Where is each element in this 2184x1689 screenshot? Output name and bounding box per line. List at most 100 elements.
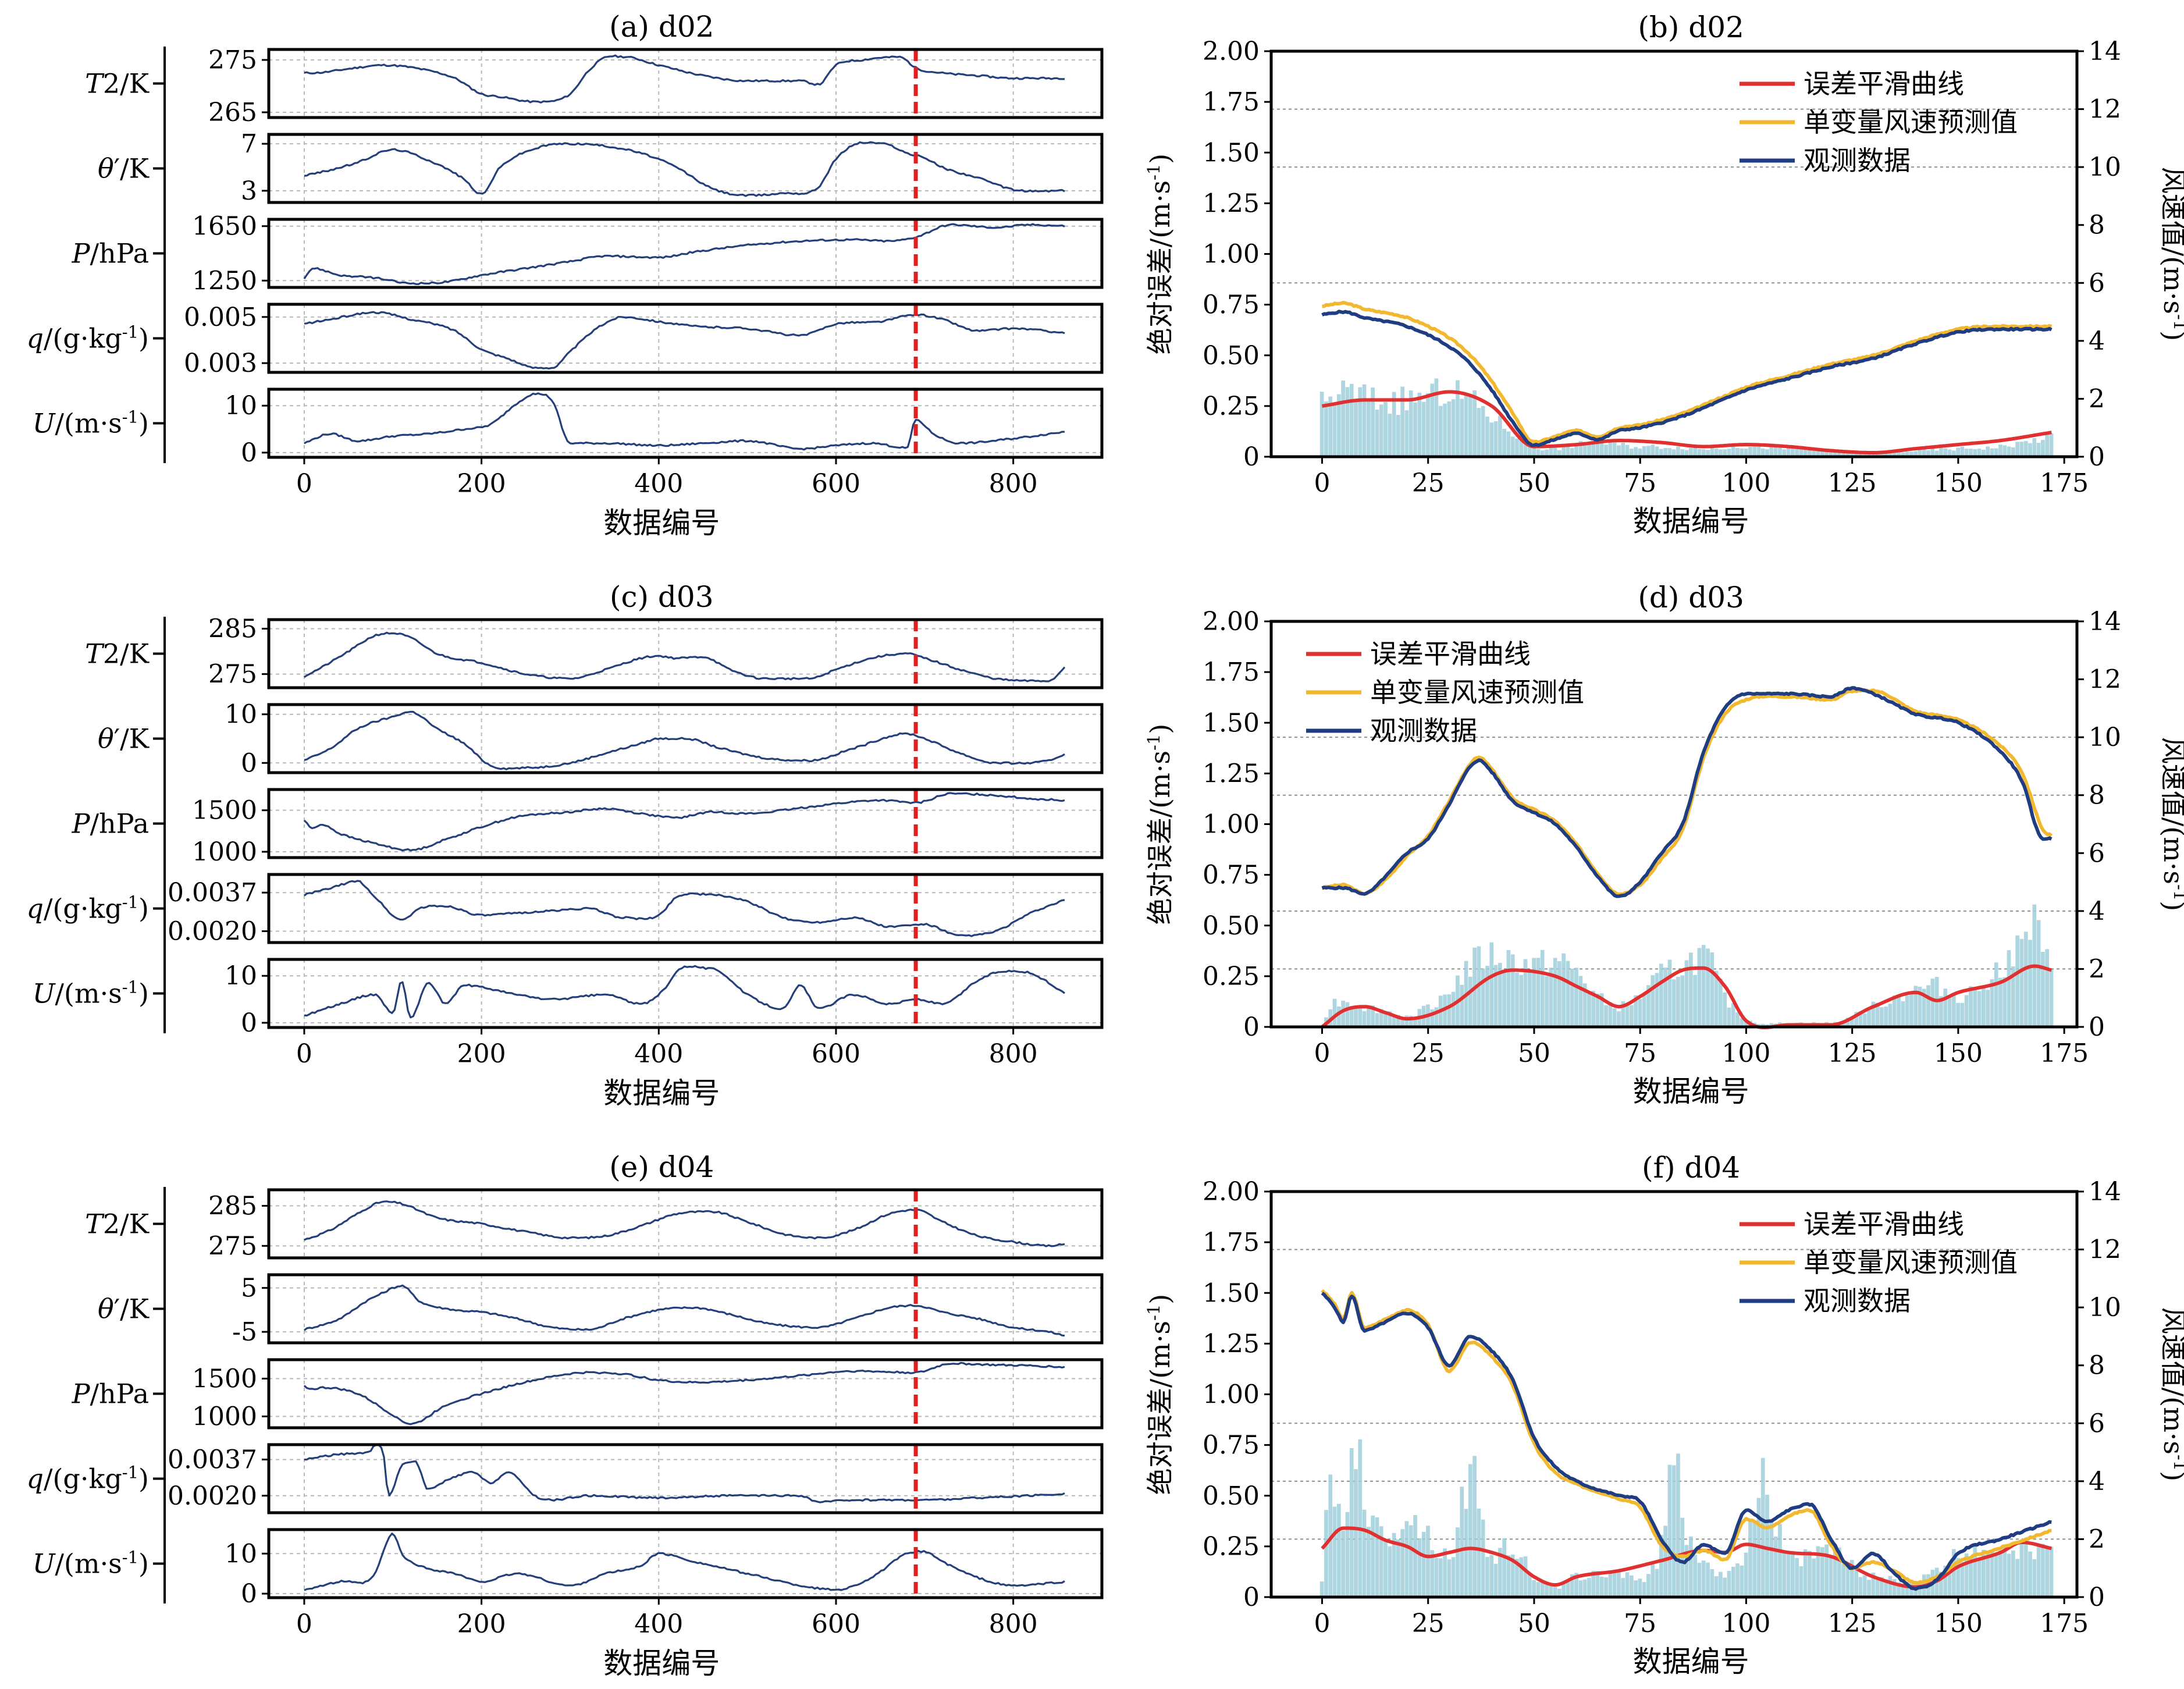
- error-bar: [1884, 1006, 1888, 1027]
- y-tick-label-left: 1.00: [1203, 1380, 1260, 1410]
- error-bar: [2028, 940, 2032, 1027]
- y-tick-label: 10: [225, 700, 257, 730]
- error-bar: [1926, 985, 1930, 1027]
- error-bar: [1735, 448, 1740, 457]
- y-tick-label-left: 1.25: [1203, 1329, 1260, 1359]
- error-bar: [1986, 1553, 1990, 1597]
- subplot-3: 0.0020 0.0037 q/(g·kg-1): [27, 873, 1104, 947]
- error-bar: [1671, 449, 1676, 457]
- error-bar: [1913, 451, 1918, 457]
- error-bar: [1591, 991, 1596, 1027]
- error-bar: [1845, 1563, 1850, 1597]
- subplot-frame: [267, 387, 1104, 459]
- error-bar: [2007, 1553, 2011, 1597]
- error-bar: [2015, 442, 2019, 457]
- error-bar: [1663, 968, 1667, 1027]
- error-bar: [1612, 1008, 1617, 1027]
- error-bar: [1689, 448, 1693, 457]
- error-bar: [1799, 1566, 1804, 1597]
- error-bar: [1888, 452, 1893, 457]
- y-tick-label-left: 0.50: [1203, 1481, 1260, 1511]
- legend-label: 单变量风速预测值: [1804, 1247, 2018, 1278]
- y-axis-label: P/hPa: [72, 238, 149, 269]
- panel-e: (e) d04275285T2/K-55θ′/K10001500P/hPa0.0…: [27, 1150, 1104, 1680]
- error-bar: [1456, 380, 1460, 457]
- y-axis-label-left: 绝对误差/(m·s-1): [1144, 154, 1176, 355]
- error-bar: [1460, 1487, 1464, 1597]
- subplot-3: 0.003 0.005 q/(g·kg-1): [27, 303, 1104, 378]
- error-bar: [1867, 452, 1871, 457]
- subplot-4: 0 10 U/(m·s-1): [33, 1528, 1104, 1609]
- subplot-frame: [267, 703, 1104, 774]
- error-bar: [1608, 1572, 1613, 1597]
- error-bar: [2049, 1546, 2054, 1597]
- error-bar: [1638, 1578, 1642, 1597]
- series-line: [304, 1443, 1065, 1503]
- error-bar: [2036, 1545, 2041, 1597]
- subplot-frame: [267, 958, 1104, 1029]
- error-bar: [1990, 1552, 1994, 1597]
- error-bar: [1413, 402, 1417, 457]
- error-bar: [2023, 1542, 2028, 1597]
- error-bar: [1638, 998, 1642, 1027]
- error-bar: [1540, 950, 1545, 1027]
- error-bar: [1472, 1456, 1477, 1597]
- error-bar: [2019, 938, 2024, 1027]
- error-bar: [1773, 446, 1778, 457]
- error-bar: [1719, 1571, 1723, 1597]
- error-bar: [1587, 992, 1591, 1027]
- x-axis-label: 数据编号: [603, 1647, 720, 1680]
- error-bar: [1689, 1536, 1693, 1597]
- error-bar: [1608, 442, 1613, 457]
- error-bar: [1485, 1556, 1489, 1597]
- error-bar: [1982, 450, 1986, 457]
- error-bar: [1752, 446, 1757, 457]
- error-bar: [1858, 1577, 1863, 1597]
- y-tick-label-left: 1.50: [1203, 138, 1260, 168]
- error-bar: [1617, 445, 1621, 457]
- error-bar: [1740, 448, 1744, 457]
- error-bar: [1523, 1556, 1528, 1597]
- x-tick-label: 25: [1412, 468, 1445, 498]
- y-tick-label-left: 2.00: [1203, 607, 1260, 637]
- error-bar: [1697, 1563, 1702, 1597]
- error-bar: [1625, 445, 1630, 457]
- error-bar: [1570, 1574, 1574, 1597]
- error-bar: [1642, 1582, 1646, 1597]
- error-bar: [1693, 975, 1697, 1027]
- error-bars: [1319, 378, 2054, 457]
- error-bar: [1969, 1556, 1973, 1597]
- error-bar: [1943, 448, 1948, 457]
- error-bar: [1489, 1555, 1494, 1597]
- y-tick-label-right: 6: [2089, 838, 2105, 868]
- error-bar: [1782, 1550, 1787, 1597]
- error-bar: [1392, 1016, 1396, 1027]
- error-bar: [1969, 986, 1973, 1027]
- error-bar: [1990, 448, 1994, 457]
- error-bar: [1973, 990, 1977, 1027]
- error-bar: [1570, 447, 1574, 457]
- subplot-frame: [267, 303, 1104, 374]
- error-bar: [1493, 421, 1498, 457]
- y-tick-label-right: 0: [2089, 442, 2105, 472]
- y-tick-label: 0.0020: [168, 917, 257, 947]
- error-bar: [1426, 1526, 1430, 1597]
- x-tick-label: 25: [1412, 1039, 1445, 1068]
- legend-label: 观测数据: [1370, 715, 1477, 746]
- error-bar: [2023, 931, 2028, 1027]
- error-bar: [1710, 447, 1715, 457]
- y-tick-label: 10: [225, 391, 257, 421]
- error-bar: [1803, 449, 1808, 457]
- error-bar: [2041, 440, 2045, 457]
- error-bar: [1892, 451, 1897, 457]
- error-bar: [1663, 1526, 1667, 1597]
- error-bar: [1388, 414, 1392, 457]
- error-bar: [1400, 1529, 1404, 1597]
- error-bar: [1667, 959, 1672, 1027]
- error-bar: [1528, 972, 1532, 1027]
- error-bar: [1566, 444, 1570, 457]
- error-bar: [1396, 415, 1400, 457]
- error-bar: [1990, 979, 1994, 1027]
- x-tick-label: 0: [296, 469, 312, 499]
